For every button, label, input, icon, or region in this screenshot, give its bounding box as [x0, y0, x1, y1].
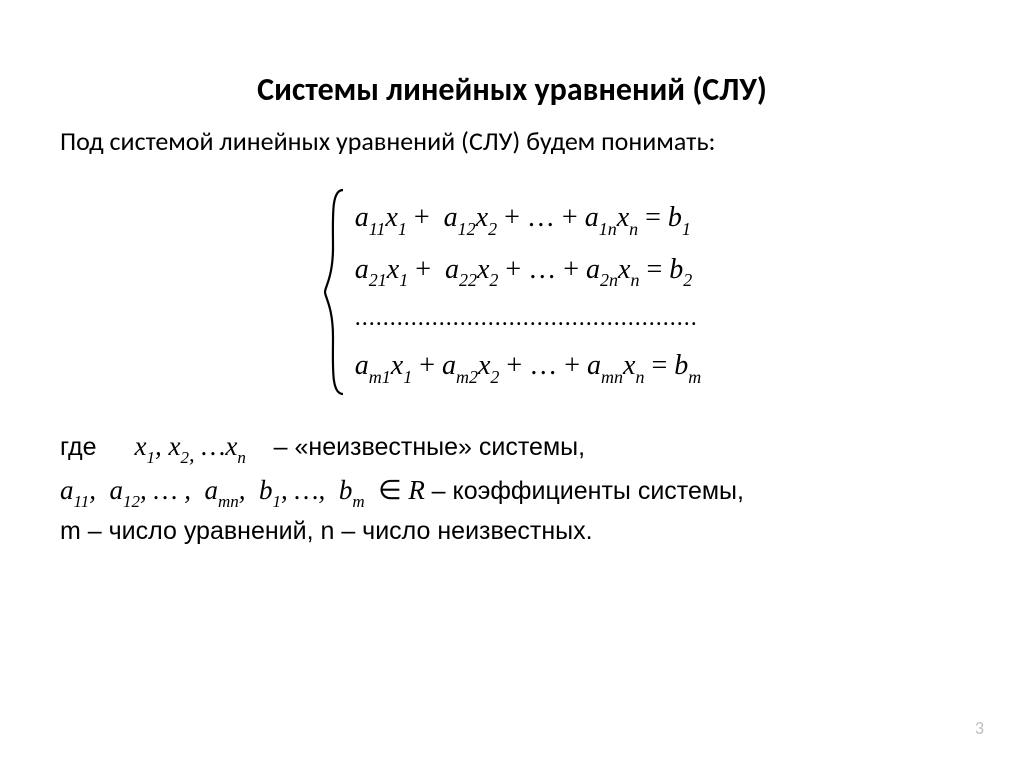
page-title: Системы линейных уравнений (СЛУ) [60, 70, 964, 109]
equation-system: a11x1 + a12x2 + … + a1nxn = b1 a21x1 + a… [60, 187, 964, 397]
equation-row-dots: ........................................… [355, 296, 702, 340]
definitions: гдеx1, x2, …xn – «неизвестные» системы, … [60, 427, 964, 549]
def-unknowns: гдеx1, x2, …xn – «неизвестные» системы, [60, 427, 964, 471]
left-brace-icon [323, 187, 349, 397]
page-number: 3 [975, 717, 984, 739]
equation-row-m: am1x1 + am2x2 + … + amnxn = bm [355, 340, 702, 392]
def-coeffs: a11, a12, … , amn, b1, …, bm ∈ R – коэфф… [60, 471, 964, 513]
def-mn: m – число уравнений, n – число неизвестн… [60, 513, 964, 549]
equation-row-1: a11x1 + a12x2 + … + a1nxn = b1 [355, 192, 702, 244]
intro-text: Под системой линейных уравнений (СЛУ) бу… [60, 125, 964, 157]
equation-row-2: a21x1 + a22x2 + … + a2nxn = b2 [355, 244, 702, 296]
